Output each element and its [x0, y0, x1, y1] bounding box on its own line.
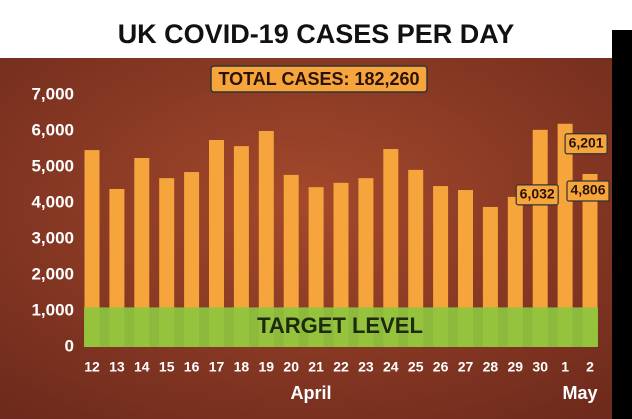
x-tick-label: 19: [259, 359, 275, 375]
bar: [383, 149, 399, 347]
x-tick-label: 20: [283, 359, 299, 375]
bar: [308, 187, 324, 347]
y-tick-label: 4,000: [31, 192, 74, 211]
month-label: April: [290, 383, 331, 403]
x-tick-label: 13: [109, 359, 125, 375]
bar: [333, 182, 349, 347]
x-tick-label: 26: [433, 359, 449, 375]
month-label: May: [562, 383, 597, 403]
x-tick-label: 14: [134, 359, 150, 375]
bar: [433, 186, 449, 347]
x-tick-label: 17: [209, 359, 225, 375]
bar: [532, 129, 548, 347]
bar: [408, 169, 424, 347]
bar: [358, 178, 374, 347]
bar: [283, 174, 299, 347]
value-label: 4,806: [570, 182, 605, 198]
x-tick-label: 27: [458, 359, 474, 375]
y-tick-label: 1,000: [31, 300, 74, 319]
target-label: TARGET LEVEL: [257, 313, 423, 338]
subtitle-box: [210, 65, 428, 93]
value-label: 6,201: [569, 134, 604, 150]
bar: [184, 172, 200, 347]
y-tick-label: 5,000: [31, 156, 74, 175]
value-label-box: [564, 133, 608, 155]
value-label-box: [515, 184, 559, 206]
x-tick-label: 16: [184, 359, 200, 375]
x-tick-label: 22: [333, 359, 349, 375]
x-tick-label: 21: [308, 359, 324, 375]
value-label-box: [566, 180, 610, 202]
chart-title: UK COVID-19 CASES PER DAY: [118, 19, 515, 49]
value-label: 6,032: [520, 186, 555, 202]
x-tick-label: 23: [358, 359, 374, 375]
x-tick-label: 12: [84, 359, 100, 375]
x-tick-label: 15: [159, 359, 175, 375]
x-tick-label: 24: [383, 359, 399, 375]
x-tick-label: 2: [586, 359, 594, 375]
bar: [582, 173, 598, 347]
x-tick-label: 25: [408, 359, 424, 375]
subtitle: TOTAL CASES: 182,260: [218, 69, 419, 89]
side-strip: [612, 30, 632, 419]
bar: [209, 140, 224, 347]
bar: [233, 146, 249, 347]
y-tick-label: 2,000: [31, 264, 74, 283]
bar: [134, 158, 150, 347]
target-band: [84, 307, 598, 347]
x-tick-label: 30: [532, 359, 548, 375]
x-tick-label: 1: [561, 359, 569, 375]
y-tick-label: 0: [65, 336, 74, 355]
y-tick-label: 6,000: [31, 120, 74, 139]
bar: [84, 150, 100, 347]
x-tick-label: 28: [483, 359, 499, 375]
y-tick-label: 7,000: [31, 84, 74, 103]
bar: [557, 123, 573, 347]
bar: [159, 178, 175, 347]
y-tick-label: 3,000: [31, 228, 74, 247]
bar: [258, 131, 274, 347]
x-tick-label: 29: [508, 359, 524, 375]
x-tick-label: 18: [234, 359, 250, 375]
